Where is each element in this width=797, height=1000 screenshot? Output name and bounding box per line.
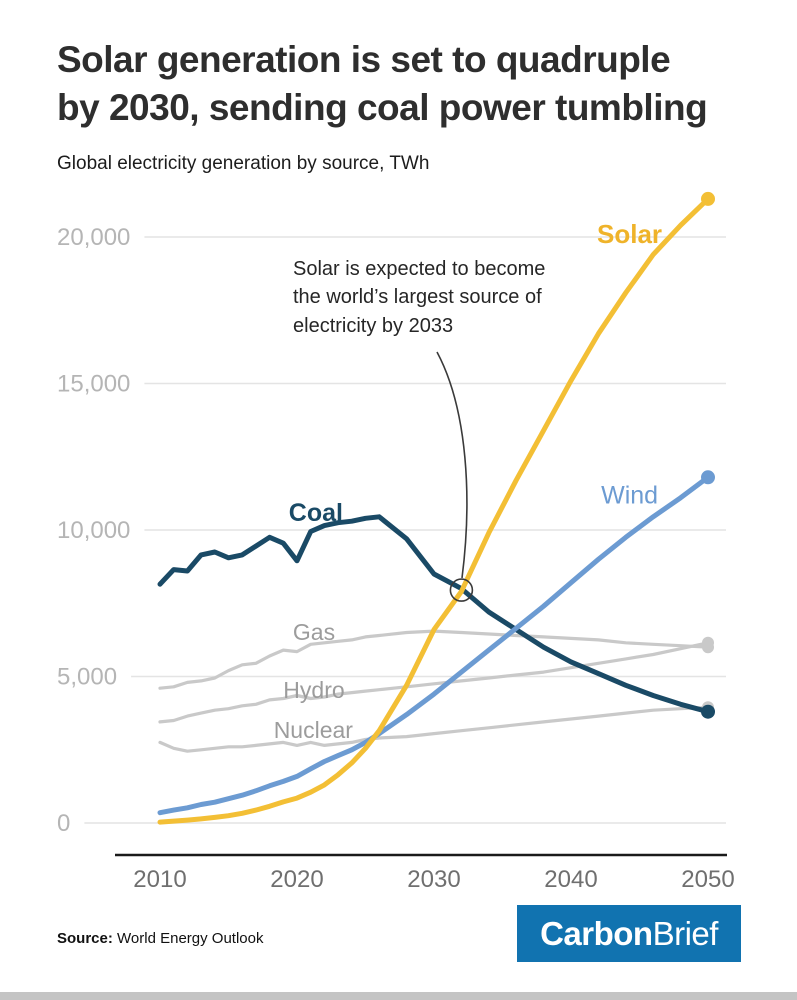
source-note: Source: World Energy Outlook — [57, 930, 263, 947]
y-tick-label: 20,000 — [57, 224, 130, 251]
annotation-target-circle — [449, 578, 474, 602]
logo-carbon-text: Carbon — [540, 914, 653, 952]
x-tick-label: 2040 — [544, 866, 597, 893]
series-endpoint-coal-dot — [701, 704, 715, 719]
y-tick-label: 5,000 — [57, 664, 117, 691]
bottom-border-strip — [0, 992, 797, 1000]
series-label-wind: Wind — [601, 482, 658, 510]
annotation-connector-line — [436, 351, 468, 579]
x-tick-label: 2050 — [681, 866, 734, 893]
series-line-wind — [157, 474, 711, 816]
annotation-line-3: electricity by 2033 — [293, 314, 454, 337]
chart-subtitle: Global electricity generation by source,… — [57, 153, 430, 174]
annotation-line-2: the world’s largest source of — [293, 286, 542, 309]
series-line-solar — [157, 196, 711, 825]
series-line-hydro — [158, 641, 710, 724]
x-tick-label: 2030 — [407, 866, 460, 893]
series-label-solar: Solar — [597, 219, 662, 249]
series-endpoint-hydro-dot — [702, 636, 714, 649]
series-label-nuclear: Nuclear — [274, 717, 354, 743]
x-tick-label: 2010 — [133, 866, 186, 893]
annotation-line-1: Solar is expected to become — [293, 258, 546, 280]
source-text: World Energy Outlook — [112, 930, 264, 947]
x-tick-label: 2020 — [270, 866, 323, 893]
series-line-gas — [158, 629, 710, 690]
y-tick-label: 0 — [57, 810, 70, 837]
series-endpoint-solar-dot — [701, 191, 715, 206]
y-tick-label: 10,000 — [57, 517, 130, 544]
series-label-coal: Coal — [289, 499, 343, 527]
series-label-hydro: Hydro — [283, 677, 344, 703]
source-label: Source: — [57, 930, 113, 947]
title-line-1: Solar generation is set to quadruple — [57, 39, 671, 80]
carbonbrief-logo: Carbon Brief — [517, 905, 741, 962]
line-chart: 0 5,000 10,000 15,000 20,000 2010 2020 2030 2040… — [57, 191, 735, 893]
page-title: Solar generation is set to quadruple by … — [57, 36, 757, 132]
series-label-gas: Gas — [293, 619, 335, 645]
y-tick-label: 15,000 — [57, 371, 130, 398]
series-endpoint-wind-dot — [701, 470, 715, 485]
title-line-2: by 2030, sending coal power tumbling — [57, 87, 708, 129]
chart-annotation: Solar is expected to become the world’s … — [293, 255, 545, 340]
series-line-nuclear — [158, 705, 710, 753]
logo-brief-text: Brief — [652, 914, 719, 952]
series-line-coal — [157, 514, 711, 715]
